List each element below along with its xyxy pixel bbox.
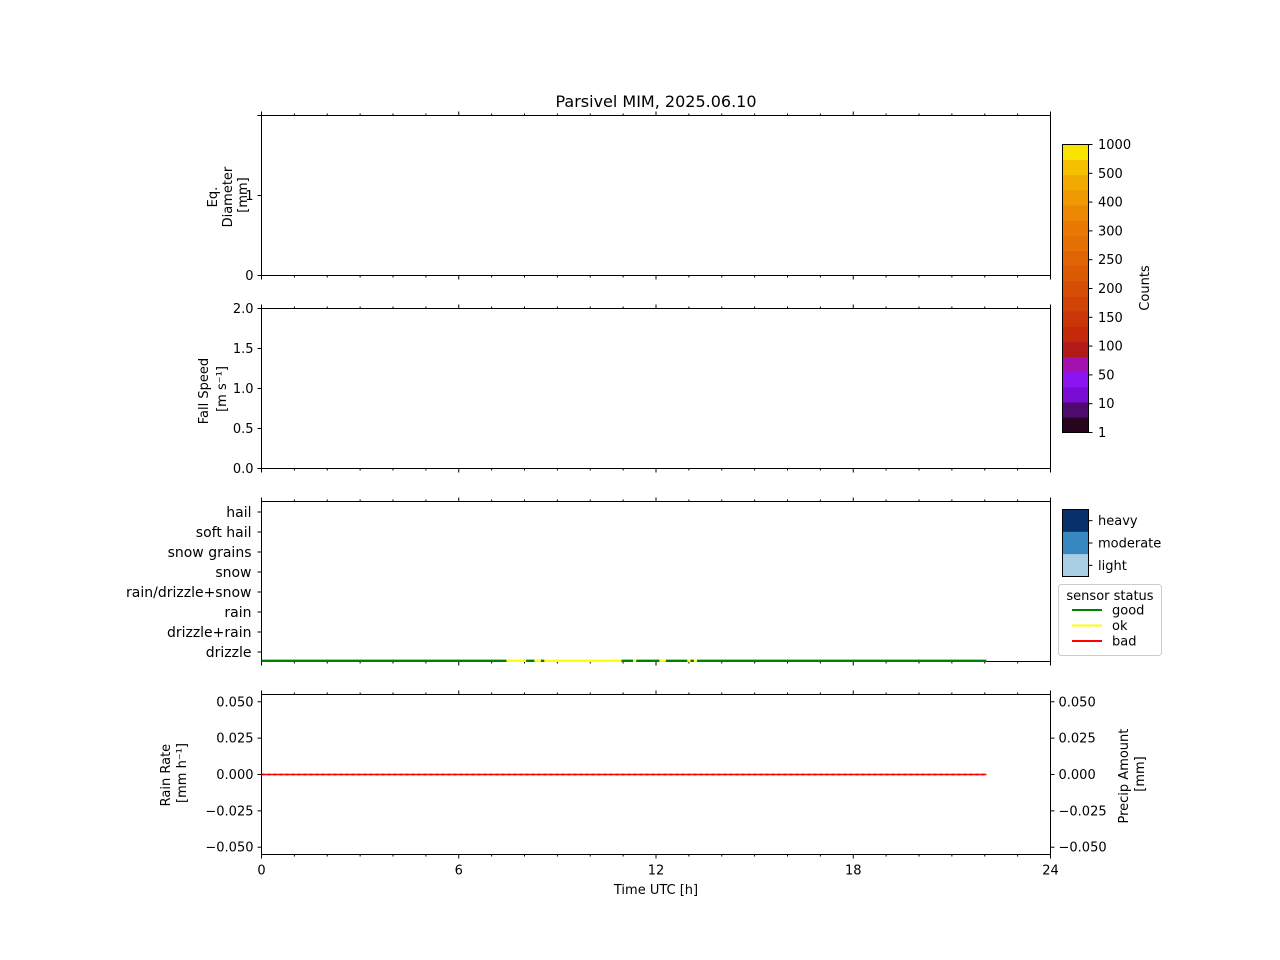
- colorbar-segment: [1062, 341, 1089, 358]
- x-tick-label: 0: [257, 864, 265, 879]
- intensity-label: heavy: [1098, 514, 1138, 529]
- precip-amount-y-tick-label: −0.025: [1059, 804, 1107, 819]
- precip-type-label: drizzle+rain: [167, 625, 252, 641]
- x-axis-label: Time UTC [h]: [613, 883, 698, 898]
- colorbar-segment: [1062, 144, 1089, 160]
- precip-type-label: drizzle: [206, 645, 252, 661]
- diameter-panel: 0 1 Eq. Diameter [mm]: [206, 111, 1051, 284]
- fall-speed-ylabel: Fall Speed [m s⁻¹]: [197, 354, 230, 425]
- rain-rate-y-tick-label: −0.050: [205, 841, 253, 856]
- rain-rate-ylabel: Rain Rate [mm h⁻¹]: [159, 740, 190, 807]
- status-legend-label-bad: bad: [1112, 635, 1136, 650]
- diameter-ylabel: Eq. Diameter [mm]: [206, 163, 251, 228]
- x-tick-label: 12: [648, 864, 665, 879]
- colorbar-tick-label: 500: [1098, 167, 1123, 182]
- precip-type-label: soft hail: [196, 525, 252, 541]
- precip-amount-ylabel: Precip Amount [mm]: [1117, 724, 1148, 823]
- fall-speed-y-tick-label: 1.5: [233, 342, 254, 357]
- colorbar-tick-label: 100: [1098, 340, 1123, 355]
- colorbar-segment: [1062, 250, 1089, 267]
- precip-amount-ylabel-line-2: [mm]: [1133, 756, 1148, 791]
- colorbar-segment: [1062, 371, 1089, 388]
- x-tick-label: 24: [1042, 864, 1059, 879]
- diameter-ylabel-line-1: Eq.: [206, 187, 221, 208]
- diameter-ylabel-line-2: Diameter: [221, 166, 236, 227]
- precip-type-label: snow grains: [168, 545, 252, 561]
- precip-type-panel: drizzle drizzle+rain rain rain/drizzle+snow…: [126, 497, 1051, 666]
- colorbar-segment: [1062, 417, 1089, 433]
- colorbar-tick-label: 1000: [1098, 138, 1131, 153]
- colorbar-segment: [1062, 311, 1089, 327]
- rain-panel: −0.050 −0.025 0.000 0.025 0.050 −0.050 −0.025…: [159, 690, 1148, 898]
- colorbar-tick-label: 150: [1098, 311, 1123, 326]
- status-legend-label-good: good: [1112, 604, 1144, 619]
- rain-rate-y-tick-label: 0.050: [216, 695, 253, 710]
- precip-type-label: rain: [224, 605, 251, 621]
- precip-amount-y-tick-label: −0.050: [1059, 841, 1107, 856]
- fall-speed-y-tick-label: 0.5: [233, 422, 254, 437]
- colorbar-tick-label: 50: [1098, 368, 1115, 383]
- fall-speed-ylabel-line-1: Fall Speed: [197, 358, 212, 424]
- colorbar-tick-label: 10: [1098, 397, 1115, 412]
- fall-speed-y-tick-label: 1.0: [233, 382, 254, 397]
- colorbar-segment: [1062, 402, 1089, 418]
- colorbar-tick-label: 250: [1098, 253, 1123, 268]
- sensor-status-legend-box: [1058, 584, 1162, 656]
- diameter-ylabel-line-3: [mm]: [236, 177, 251, 212]
- precip-amount-ylabel-line-1: Precip Amount: [1117, 729, 1132, 824]
- colorbar-segment: [1062, 220, 1089, 236]
- colorbar-segment: [1062, 387, 1089, 403]
- colorbar-segment: [1062, 265, 1089, 282]
- sensor-status-legend-title: sensor status: [1066, 589, 1153, 604]
- fall-speed-panel: 0.0 0.5 1.0 1.5 2.0 Fall Speed [m s⁻¹]: [197, 302, 1051, 477]
- colorbar-segment: [1062, 326, 1089, 342]
- x-tick-label: 6: [455, 864, 463, 879]
- colorbar-tick-label: 1: [1098, 426, 1106, 441]
- intensity-label: moderate: [1098, 537, 1161, 552]
- chart-title: Parsivel MIM, 2025.06.10: [555, 92, 756, 111]
- colorbar-segment: [1062, 205, 1089, 221]
- fall-speed-y-tick-label: 0.0: [233, 462, 254, 477]
- intensity-swatch: [1062, 531, 1089, 555]
- rain-rate-ylabel-line-2: [mm h⁻¹]: [175, 743, 190, 803]
- colorbar-segment: [1062, 296, 1089, 312]
- rain-rate-ylabel-line-1: Rain Rate: [159, 744, 174, 807]
- counts-colorbar-label: Counts: [1138, 265, 1153, 311]
- precip-type-label: hail: [226, 505, 251, 521]
- colorbar-segment: [1062, 174, 1089, 191]
- precip-amount-y-tick-label: 0.025: [1059, 732, 1096, 747]
- intensity-swatch: [1062, 509, 1089, 533]
- precip-type-label: snow: [215, 565, 251, 581]
- fall-speed-ylabel-line-2: [m s⁻¹]: [215, 366, 230, 412]
- colorbar-tick-label: 300: [1098, 224, 1123, 239]
- precip-amount-y-tick-label: 0.000: [1059, 768, 1096, 783]
- colorbar-tick-label: 400: [1098, 196, 1123, 211]
- status-legend-label-ok: ok: [1112, 619, 1128, 634]
- colorbar-segment: [1062, 159, 1089, 176]
- diameter-y-tick-label: 0: [245, 269, 253, 284]
- rain-rate-y-tick-label: −0.025: [205, 804, 253, 819]
- colorbar-segment: [1062, 280, 1089, 297]
- rain-rate-y-tick-label: 0.025: [216, 732, 253, 747]
- fall-speed-y-tick-label: 2.0: [233, 302, 254, 317]
- rain-rate-y-tick-label: 0.000: [216, 768, 253, 783]
- colorbar-segment: [1062, 189, 1089, 206]
- intensity-label: light: [1098, 559, 1127, 574]
- diameter-y-tick-label: 1: [245, 189, 253, 204]
- x-tick-label: 18: [845, 864, 862, 879]
- intensity-legend: heavy moderate light: [1062, 509, 1161, 577]
- colorbar-tick-label: 200: [1098, 282, 1123, 297]
- intensity-swatch: [1062, 554, 1089, 577]
- counts-colorbar: 1 10 50 100 150 200 250 300 400 500 1000 Counts: [1062, 138, 1153, 441]
- colorbar-segment: [1062, 356, 1089, 373]
- colorbar-segment: [1062, 235, 1089, 251]
- precip-type-label: rain/drizzle+snow: [126, 585, 251, 601]
- precip-amount-y-tick-label: 0.050: [1059, 695, 1096, 710]
